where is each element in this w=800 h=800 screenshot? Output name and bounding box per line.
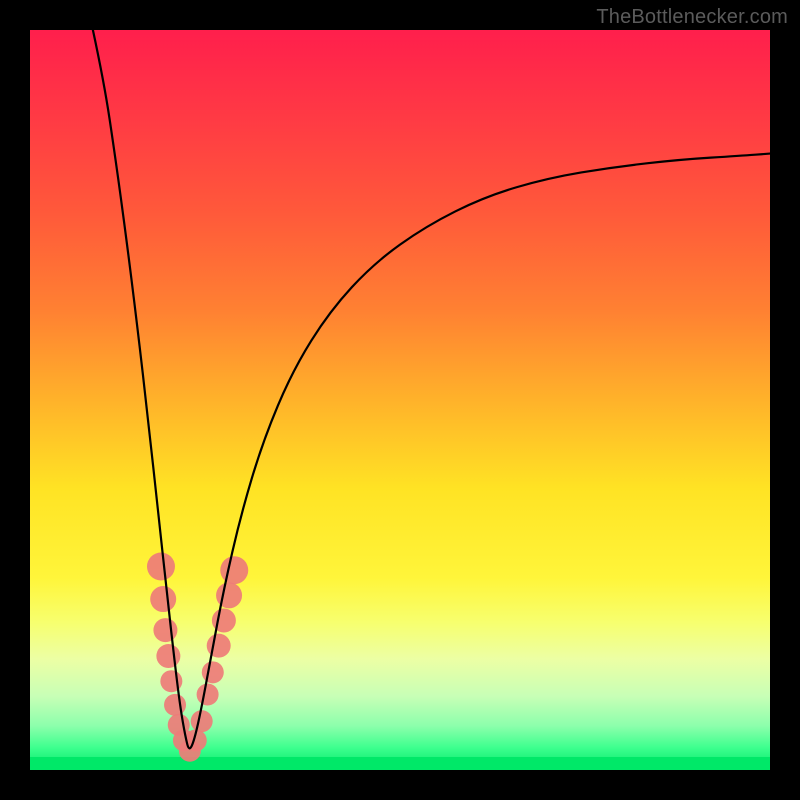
bottom-green-band xyxy=(30,757,770,770)
chart-stage: TheBottlenecker.com xyxy=(0,0,800,800)
watermark-text: TheBottlenecker.com xyxy=(596,6,788,29)
marker-dot xyxy=(147,553,175,581)
marker-dot xyxy=(207,634,231,658)
marker-dot xyxy=(197,684,219,706)
marker-dot xyxy=(191,710,213,732)
marker-dot xyxy=(156,644,180,668)
bottleneck-chart-svg xyxy=(0,0,800,800)
gradient-background xyxy=(30,30,770,770)
marker-dot xyxy=(220,556,248,584)
marker-dot xyxy=(164,694,186,716)
marker-dot xyxy=(150,586,176,612)
marker-dot xyxy=(202,661,224,683)
marker-dot xyxy=(153,618,177,642)
